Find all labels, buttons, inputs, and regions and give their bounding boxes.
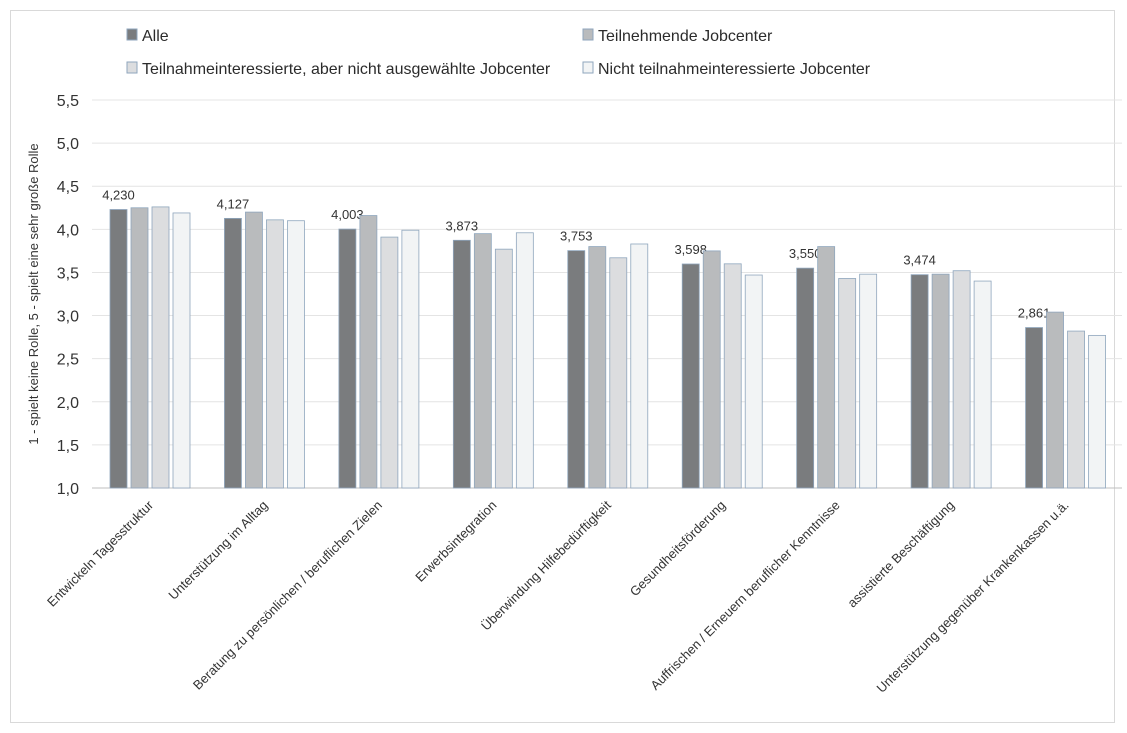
x-tick-label: Unterstützung gegenüber Krankenkassen u.… [874, 498, 1072, 696]
y-tick-label: 5,0 [57, 136, 79, 153]
bar [817, 246, 836, 489]
bar [796, 267, 815, 489]
x-tick-label: Auffrischen / Erneuern beruflicher Kennt… [647, 498, 842, 693]
x-tick-label: Beratung zu persönlichen / beruflichen Z… [190, 498, 385, 693]
bar [588, 246, 607, 489]
bar [452, 239, 471, 489]
data-label: 3,598 [674, 242, 707, 257]
data-label: 3,753 [560, 229, 593, 244]
legend-swatch [126, 61, 138, 74]
y-tick-label: 5,5 [57, 93, 79, 110]
bar [473, 233, 492, 489]
bar [744, 274, 763, 489]
legend-label: Teilnahmeinteressierte, aber nicht ausge… [142, 61, 551, 78]
bar [1025, 327, 1043, 489]
bar [224, 217, 242, 489]
data-label: 4,127 [217, 196, 250, 211]
legend-swatch [582, 61, 594, 74]
bar [151, 206, 170, 489]
bar [494, 248, 513, 489]
y-tick-label: 3,5 [57, 265, 79, 282]
bar [380, 236, 399, 489]
y-tick-label: 2,0 [57, 395, 79, 412]
bar [1046, 311, 1064, 489]
bar [266, 219, 284, 489]
bar [130, 207, 149, 489]
bar [515, 232, 534, 489]
bar [338, 228, 357, 489]
legend-label: Alle [142, 28, 169, 45]
bar [838, 278, 857, 489]
x-tick-label: Überwindung Hilfebedürftigkeit [478, 497, 614, 633]
bar [401, 229, 420, 489]
bar [702, 250, 721, 489]
bar [172, 212, 191, 489]
bar [359, 215, 378, 489]
bar [952, 270, 971, 489]
y-tick-label: 1,5 [57, 438, 79, 455]
y-tick-label: 4,0 [57, 222, 79, 239]
bar [1088, 334, 1106, 489]
data-label: 3,873 [446, 218, 479, 233]
y-tick-label: 2,5 [57, 352, 79, 369]
bar [567, 250, 586, 489]
data-label: 3,474 [903, 253, 936, 268]
x-tick-label: assistierte Beschäftigung [844, 498, 957, 611]
bar [681, 263, 700, 489]
x-tick-label: Entwickeln Tagesstruktur [44, 497, 157, 610]
legend-label: Nicht teilnahmeinteressierte Jobcenter [598, 61, 871, 78]
bar [931, 273, 950, 489]
y-tick-label: 1,0 [57, 481, 79, 498]
data-label: 3,550 [789, 246, 822, 261]
bar [910, 274, 929, 489]
legend-swatch [582, 28, 594, 41]
x-tick-label: Gesundheitsförderung [627, 498, 729, 600]
chart-border [10, 10, 1115, 723]
bar [859, 273, 878, 489]
bar [723, 263, 742, 489]
bar [1067, 330, 1085, 489]
data-label: 4,230 [102, 188, 135, 203]
y-tick-label: 4,5 [57, 179, 79, 196]
data-label: 4,003 [331, 207, 364, 222]
bar [609, 257, 628, 489]
bar [245, 211, 263, 489]
bar [109, 209, 128, 489]
data-label: 2,861 [1018, 306, 1051, 321]
legend-label: Teilnehmende Jobcenter [598, 28, 773, 45]
bar [973, 280, 992, 489]
bar [287, 220, 305, 489]
y-tick-label: 3,0 [57, 309, 79, 326]
bar [630, 243, 649, 489]
x-tick-label: Unterstützung im Alltag [165, 498, 270, 603]
x-tick-label: Erwerbsintegration [412, 498, 499, 585]
y-axis-label: 1 - spielt keine Rolle, 5 - spielt eine … [26, 143, 41, 444]
legend-swatch [126, 28, 138, 41]
